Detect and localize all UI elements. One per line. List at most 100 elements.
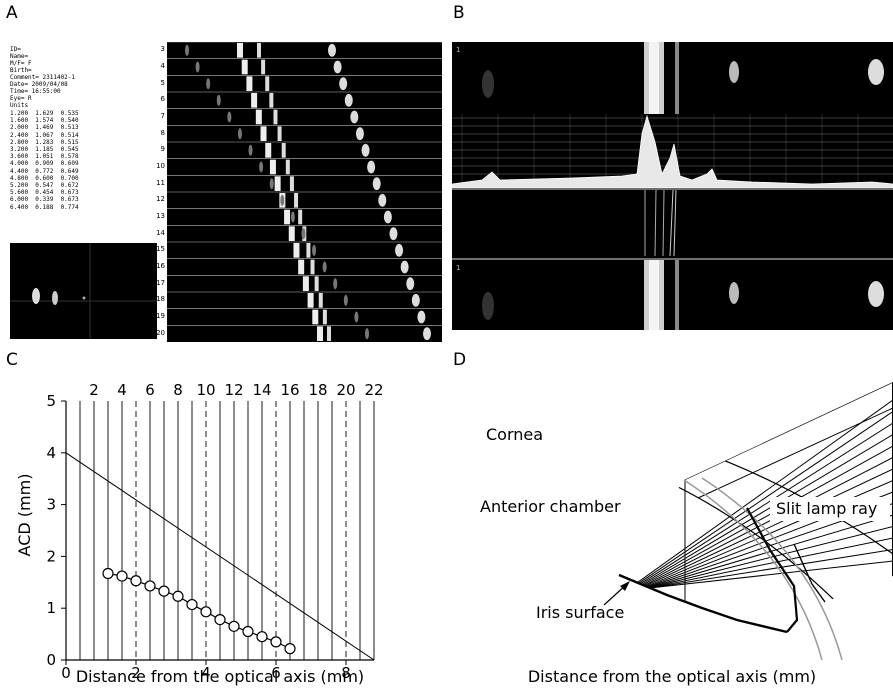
table-row: 2.000 1.469 0.513 [10, 124, 150, 131]
strip-number: 4 [161, 62, 165, 70]
data-point [117, 571, 127, 581]
table-row: 3.600 1.051 0.578 [10, 153, 150, 160]
strip-number: 16 [156, 262, 165, 270]
data-point [187, 600, 197, 610]
table-row: 5.200 0.547 0.672 [10, 182, 150, 189]
table-row: 2.800 1.283 0.515 [10, 139, 150, 146]
top-tick-label: 16 [280, 381, 299, 399]
top-tick-label: 2 [89, 381, 99, 399]
top-tick-label: 18 [308, 381, 327, 399]
label-iris-surface: Iris surface [536, 603, 624, 622]
strip-number: 17 [156, 279, 165, 287]
data-point [257, 632, 267, 642]
table-row: 4.000 0.909 0.609 [10, 160, 150, 167]
table-row: 1.600 1.574 0.540 [10, 117, 150, 124]
table-row: 6.000 0.339 0.673 [10, 196, 150, 203]
label-cornea: Cornea [486, 425, 543, 444]
table-row: 6.400 0.188 0.774 [10, 204, 150, 211]
slit-frame-bottom: 1 [452, 258, 893, 330]
x-axis-label: Distance from the optical axis (mm) [76, 667, 364, 686]
strip-number: 3 [161, 45, 165, 53]
iris-blob [52, 291, 58, 305]
header-line: Units [10, 102, 150, 109]
table-row: 5.600 0.454 0.673 [10, 189, 150, 196]
y-axis-label: ACD (mm) [15, 474, 34, 557]
data-point [271, 637, 281, 647]
y-tick-label: 4 [46, 444, 56, 462]
strip-number: 18 [156, 295, 165, 303]
data-point [229, 621, 239, 631]
table-row: 3.200 1.185 0.545 [10, 146, 150, 153]
y-tick-label: 3 [46, 496, 56, 514]
intensity-profile-svg [452, 114, 893, 188]
top-tick-label: 14 [252, 381, 271, 399]
eye-thumbnail [10, 243, 157, 339]
strip-number: 10 [156, 162, 165, 170]
top-tick-label: 22 [364, 381, 383, 399]
top-tick-label: 12 [224, 381, 243, 399]
panel-b-label: B [453, 3, 465, 23]
slit-frame-bottom-svg: 1 [452, 258, 893, 330]
iris-blob [32, 288, 40, 304]
header-line: Eye= R [10, 95, 150, 102]
data-point [173, 591, 183, 601]
top-tick-label: 4 [117, 381, 127, 399]
y-tick-label: 0 [46, 651, 56, 669]
strip-number: 19 [156, 312, 165, 320]
strip-number: 15 [156, 245, 165, 253]
frame-number: 1 [456, 264, 460, 272]
strip-number: 8 [161, 129, 165, 137]
x-tick-label: 0 [61, 664, 71, 682]
diagram-x-label: Distance from the optical axis (mm) [528, 667, 816, 686]
table-row: 1.200 1.629 0.535 [10, 110, 150, 117]
data-point [131, 576, 141, 586]
data-point [285, 644, 295, 654]
slit-frame-top: 1 [452, 42, 893, 114]
slit-image-stack-svg [167, 42, 442, 342]
slit-frame-top-svg: 1 [452, 42, 893, 114]
top-tick-label: 10 [196, 381, 215, 399]
data-point [103, 568, 113, 578]
table-row: 4.800 0.600 0.700 [10, 175, 150, 182]
data-point [243, 627, 253, 637]
table-row: 2.400 1.067 0.514 [10, 132, 150, 139]
header-line: Name= [10, 53, 150, 60]
header-line: Birth= [10, 67, 150, 74]
strip-number: 6 [161, 95, 165, 103]
data-point [215, 615, 225, 625]
geometry-diagram: Cornea Anterior chamber Slit lamp ray Ir… [452, 380, 893, 688]
strip-number: 7 [161, 112, 165, 120]
strip-number: 20 [156, 329, 165, 337]
y-tick-label: 1 [46, 599, 56, 617]
data-point [145, 581, 155, 591]
strip-number: 13 [156, 212, 165, 220]
label-slit-lamp-ray: Slit lamp ray [776, 499, 877, 518]
header-line: Time= 16:55:00 [10, 88, 150, 95]
panel-a-label: A [6, 3, 18, 23]
y-tick-label: 2 [46, 547, 56, 565]
strip-number: 5 [161, 79, 165, 87]
frame-number: 1 [456, 46, 460, 54]
header-line: M/F= F [10, 60, 150, 67]
header-line: Comment= 2311402-1 [10, 74, 150, 81]
strip-number: 11 [156, 179, 165, 187]
y-tick-label: 5 [46, 392, 56, 410]
eye-thumbnail-svg [10, 243, 157, 339]
panel-d-label: D [453, 350, 466, 370]
top-tick-label: 6 [145, 381, 155, 399]
data-point [201, 607, 211, 617]
edge-trace-svg [452, 188, 893, 258]
intensity-profile [452, 114, 893, 188]
header-line: Date= 2009/04/08 [10, 81, 150, 88]
label-anterior-chamber: Anterior chamber [480, 497, 621, 516]
data-point [159, 586, 169, 596]
table-row: 4.400 0.772 0.649 [10, 168, 150, 175]
strip-number: 14 [156, 229, 165, 237]
geometry-diagram-svg: Cornea Anterior chamber Slit lamp ray Ir… [452, 380, 893, 688]
edge-trace [452, 188, 893, 258]
